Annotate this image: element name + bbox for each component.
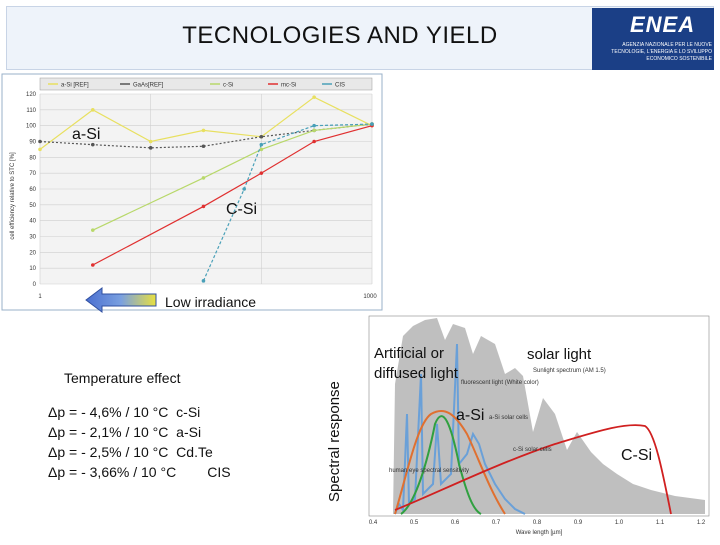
asi-cells-label: a-Si solar cells [489,415,528,421]
asi-response-curve [394,409,506,515]
y-axis-label: cell efficiency relative to STC [%] [10,152,16,240]
low-irradiance-label: Low irradiance [165,294,257,310]
artificial-light-label: Artificial or diffused light [374,345,458,382]
spectral-x-tick: 1.2 [697,520,706,526]
spectral-x-label: Wave length [µm] [516,530,563,536]
logo-brand: ENEA [630,12,696,37]
y-tick-label: 120 [26,92,37,98]
legend-entry: CIS [335,83,345,89]
data-point [91,228,95,232]
sunlight-spectrum-label: Sunlight spectrum (AM 1.5) [533,368,606,374]
data-point [91,263,95,267]
y-tick-label: 60 [29,187,36,193]
temperature-list: Δp = - 4,6% / 10 °C c-Si Δp = - 2,1% / 1… [48,402,231,482]
legend-box [39,77,373,91]
spectral-x-tick: 0.8 [533,520,542,526]
data-point [312,95,316,99]
temperature-line: Δp = - 2,5% / 10 °C Cd.Te [48,444,213,460]
left-arrow-icon [85,287,157,313]
spectral-x-tick: 0.9 [574,520,583,526]
spectral-x-tick: 1.1 [656,520,665,526]
temperature-line: Δp = - 3,66% / 10 °C CIS [48,464,231,480]
data-point [259,147,264,152]
csi-response-curve [394,424,672,515]
data-point [91,142,95,147]
data-point [259,134,264,139]
fluorescent-label: fluorescent light (White color) [461,380,539,386]
y-tick-label: 110 [26,108,36,114]
spectral-chart: 0.4 0.5 0.6 0.7 0.8 0.9 1.0 1.1 1.2 Wave length … [355,314,720,540]
data-point [370,122,374,126]
legend-entry: a-Si [REF] [61,83,89,89]
spectral-x-tick: 0.5 [410,520,419,526]
y-tick-label: 50 [29,203,36,209]
spectral-x-tick: 0.7 [492,520,501,526]
spectral-x-tick: 0.6 [451,520,460,526]
x-min-label: 1 [38,294,42,300]
legend: a-Si [REF] GaAs[REF] c-Si mc-Si CIS [39,77,373,91]
data-point [91,108,95,112]
legend-entry: c-Si [223,83,233,89]
y-tick-label: 80 [29,155,36,161]
data-point [148,146,153,150]
series-lines [38,95,374,283]
y-tick-label: 0 [33,282,37,288]
data-point [312,123,316,128]
data-point [259,171,264,175]
spectral-chart-svg: 0.4 0.5 0.6 0.7 0.8 0.9 1.0 1.1 1.2 Wave length … [368,315,710,536]
human-eye-curve [400,415,482,515]
data-point [38,139,42,144]
legend-entry: GaAs[REF] [133,83,164,89]
y-tick-label: 10 [29,266,36,272]
spectral-asi-callout: a-Si [456,407,485,424]
spectral-csi-callout: C-Si [621,447,653,464]
logo-subtitle: AGENZIA NAZIONALE PER LE NUOVE TECNOLOGI… [611,42,712,62]
data-point [201,204,206,209]
human-eye-label: human eye spectral sensitivity [389,468,469,474]
data-point [312,128,316,133]
data-point [201,144,206,149]
csi-cells-label: c-Si solar cells [513,447,552,453]
spectral-x-tick: 1.0 [615,520,624,526]
asi-callout: a-Si [72,126,101,143]
data-point [38,147,42,152]
x-max-label: 1000 [363,294,377,300]
temperature-line: Δp = - 4,6% / 10 °C c-Si [48,404,201,420]
csi-callout: C-Si [226,201,258,218]
spectral-response-label: Spectral response [326,381,343,502]
y-tick-label: 90 [29,140,36,146]
spectral-x-tick: 0.4 [369,520,378,526]
y-tick-label: 20 [29,250,36,256]
legend-entry: mc-Si [281,83,296,89]
efficiency-chart: 120 110 100 90 80 70 60 50 40 30 20 10 0 cell effici… [0,72,384,312]
data-point [201,176,206,180]
data-point [201,128,206,133]
grid [39,93,373,285]
sunlight-spectrum-area [393,318,705,514]
y-tick-label: 40 [29,219,36,225]
y-tick-label: 30 [29,235,36,241]
y-tick-label: 70 [29,171,36,177]
enea-logo: ENEA AGENZIA NAZIONALE PER LE NUOVE TECN… [592,8,714,70]
y-tick-label: 100 [26,124,37,130]
page-title: TECNOLOGIES AND YIELD [182,22,498,49]
data-point [201,279,206,283]
data-point [148,139,153,144]
data-point [242,187,246,191]
temperature-line: Δp = - 2,1% / 10 °C a-Si [48,424,202,440]
data-point [259,142,264,147]
solar-light-label: solar light [527,346,592,363]
spectral-x-ticks: 0.4 0.5 0.6 0.7 0.8 0.9 1.0 1.1 1.2 [369,520,706,526]
temperature-heading: Temperature effect [64,370,181,386]
fluorescent-curve [394,343,526,515]
data-point [312,139,316,144]
